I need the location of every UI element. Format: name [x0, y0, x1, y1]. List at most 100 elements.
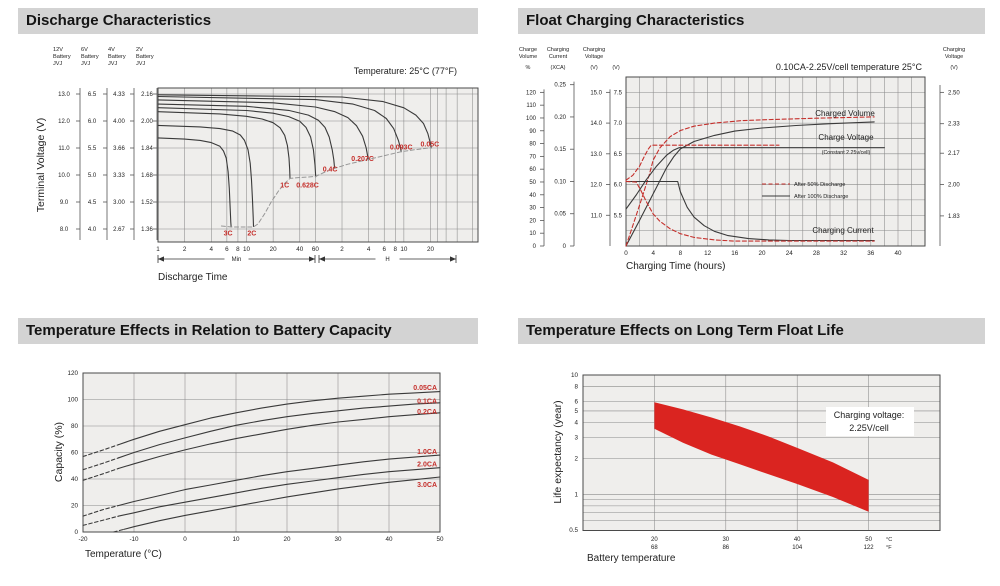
svg-text:50: 50	[529, 180, 536, 186]
svg-text:Charge Voltage: Charge Voltage	[818, 133, 874, 142]
svg-text:40: 40	[296, 246, 304, 253]
svg-text:°C: °C	[886, 537, 892, 543]
svg-text:40: 40	[894, 250, 902, 257]
svg-text:0.05C: 0.05C	[421, 142, 440, 149]
svg-text:8.0: 8.0	[60, 227, 69, 233]
svg-text:86: 86	[722, 545, 729, 551]
svg-text:12.0: 12.0	[58, 119, 70, 125]
svg-text:20: 20	[270, 246, 278, 253]
svg-text:1.68: 1.68	[141, 173, 153, 179]
svg-text:1.0CA: 1.0CA	[417, 449, 437, 456]
svg-text:3C: 3C	[224, 230, 233, 237]
svg-text:1.36: 1.36	[141, 227, 153, 233]
svg-text:0.2CA: 0.2CA	[417, 409, 437, 416]
svg-text:1: 1	[156, 246, 160, 253]
svg-text:14.0: 14.0	[590, 121, 602, 127]
svg-text:0.4C: 0.4C	[323, 167, 338, 174]
svg-text:Charge: Charge	[519, 47, 537, 53]
svg-text:40: 40	[794, 537, 801, 543]
svg-text:Charging Time (hours): Charging Time (hours)	[626, 261, 725, 272]
svg-text:Capacity (%): Capacity (%)	[53, 422, 65, 482]
svg-text:1.83: 1.83	[948, 214, 960, 220]
svg-text:5.5: 5.5	[88, 146, 97, 152]
svg-text:Volume: Volume	[519, 54, 537, 60]
svg-text:7.0: 7.0	[614, 121, 623, 127]
svg-text:13.0: 13.0	[58, 92, 70, 98]
svg-text:60: 60	[71, 450, 79, 457]
svg-text:120: 120	[526, 90, 537, 96]
svg-text:Charging: Charging	[943, 47, 965, 53]
svg-text:6.5: 6.5	[88, 92, 97, 98]
svg-text:0: 0	[624, 250, 628, 257]
svg-text:6: 6	[382, 246, 386, 253]
float-charging-chart: 010203040506070809010011012000.050.100.1…	[519, 47, 965, 272]
svg-text:4: 4	[574, 419, 578, 426]
svg-text:100: 100	[67, 397, 78, 404]
life-expectancy-band	[654, 402, 869, 512]
svg-text:(V): (V)	[590, 65, 598, 71]
svg-text:JVJ: JVJ	[53, 61, 63, 67]
svg-text:110: 110	[526, 103, 536, 109]
svg-text:28: 28	[813, 250, 821, 257]
svg-text:13.0: 13.0	[590, 152, 602, 158]
svg-text:0: 0	[533, 244, 537, 250]
svg-text:3.66: 3.66	[113, 146, 125, 152]
svg-text:°F: °F	[886, 545, 892, 551]
svg-text:10: 10	[529, 231, 536, 237]
svg-text:4: 4	[210, 246, 214, 253]
svg-text:Charged Volume: Charged Volume	[815, 109, 875, 118]
svg-text:0.20: 0.20	[554, 115, 566, 121]
svg-text:2C: 2C	[247, 230, 256, 237]
svg-text:5.0: 5.0	[88, 173, 97, 179]
svg-text:2.0CA: 2.0CA	[417, 461, 437, 468]
svg-text:2: 2	[340, 246, 344, 253]
svg-text:JVJ: JVJ	[81, 61, 91, 67]
svg-text:0: 0	[183, 536, 187, 543]
svg-text:Charging Current: Charging Current	[812, 226, 874, 235]
svg-text:0.10: 0.10	[554, 179, 566, 185]
svg-text:80: 80	[529, 142, 536, 148]
svg-text:11.0: 11.0	[591, 213, 603, 219]
svg-text:8: 8	[574, 384, 578, 391]
svg-text:8: 8	[679, 250, 683, 257]
svg-text:JVJ: JVJ	[136, 61, 146, 67]
svg-text:20: 20	[427, 246, 435, 253]
svg-text:Discharge Time: Discharge Time	[158, 272, 228, 283]
svg-text:122: 122	[864, 545, 875, 551]
svg-text:0: 0	[563, 244, 567, 250]
svg-text:30: 30	[529, 206, 536, 212]
svg-text:10: 10	[232, 536, 240, 543]
svg-text:10.0: 10.0	[58, 173, 70, 179]
svg-text:40: 40	[529, 193, 536, 199]
svg-text:2.25V/cell: 2.25V/cell	[849, 423, 889, 433]
svg-text:120: 120	[67, 370, 78, 377]
svg-text:0.1CA: 0.1CA	[417, 398, 437, 405]
svg-text:1C: 1C	[280, 183, 289, 190]
svg-text:After 50% Discharge: After 50% Discharge	[794, 182, 845, 188]
svg-text:0: 0	[74, 529, 78, 536]
svg-text:12.0: 12.0	[590, 183, 602, 189]
svg-text:-20: -20	[78, 536, 88, 543]
svg-text:0.05CA: 0.05CA	[413, 385, 437, 392]
svg-text:5: 5	[574, 408, 578, 415]
svg-text:6V: 6V	[81, 47, 88, 53]
svg-text:6: 6	[225, 246, 229, 253]
svg-text:2.33: 2.33	[948, 122, 960, 128]
svg-text:Temperature (°C): Temperature (°C)	[85, 549, 162, 560]
svg-text:Life expectancy (year): Life expectancy (year)	[552, 400, 564, 503]
svg-text:3.00: 3.00	[113, 200, 125, 206]
svg-text:50: 50	[436, 536, 444, 543]
svg-text:7.5: 7.5	[614, 90, 623, 96]
svg-text:12: 12	[704, 250, 712, 257]
svg-text:Charging: Charging	[547, 47, 569, 53]
svg-text:(V): (V)	[612, 65, 620, 71]
svg-text:4.33: 4.33	[113, 92, 125, 98]
svg-text:40: 40	[71, 476, 79, 483]
svg-text:Current: Current	[549, 54, 568, 60]
svg-text:2: 2	[574, 455, 578, 462]
svg-text:3.0CA: 3.0CA	[417, 482, 437, 489]
svg-text:9.0: 9.0	[60, 200, 69, 206]
section-title-temperature-effects-capacity: Temperature Effects in Relation to Batte…	[18, 318, 478, 344]
svg-text:Charging voltage:: Charging voltage:	[834, 410, 905, 420]
